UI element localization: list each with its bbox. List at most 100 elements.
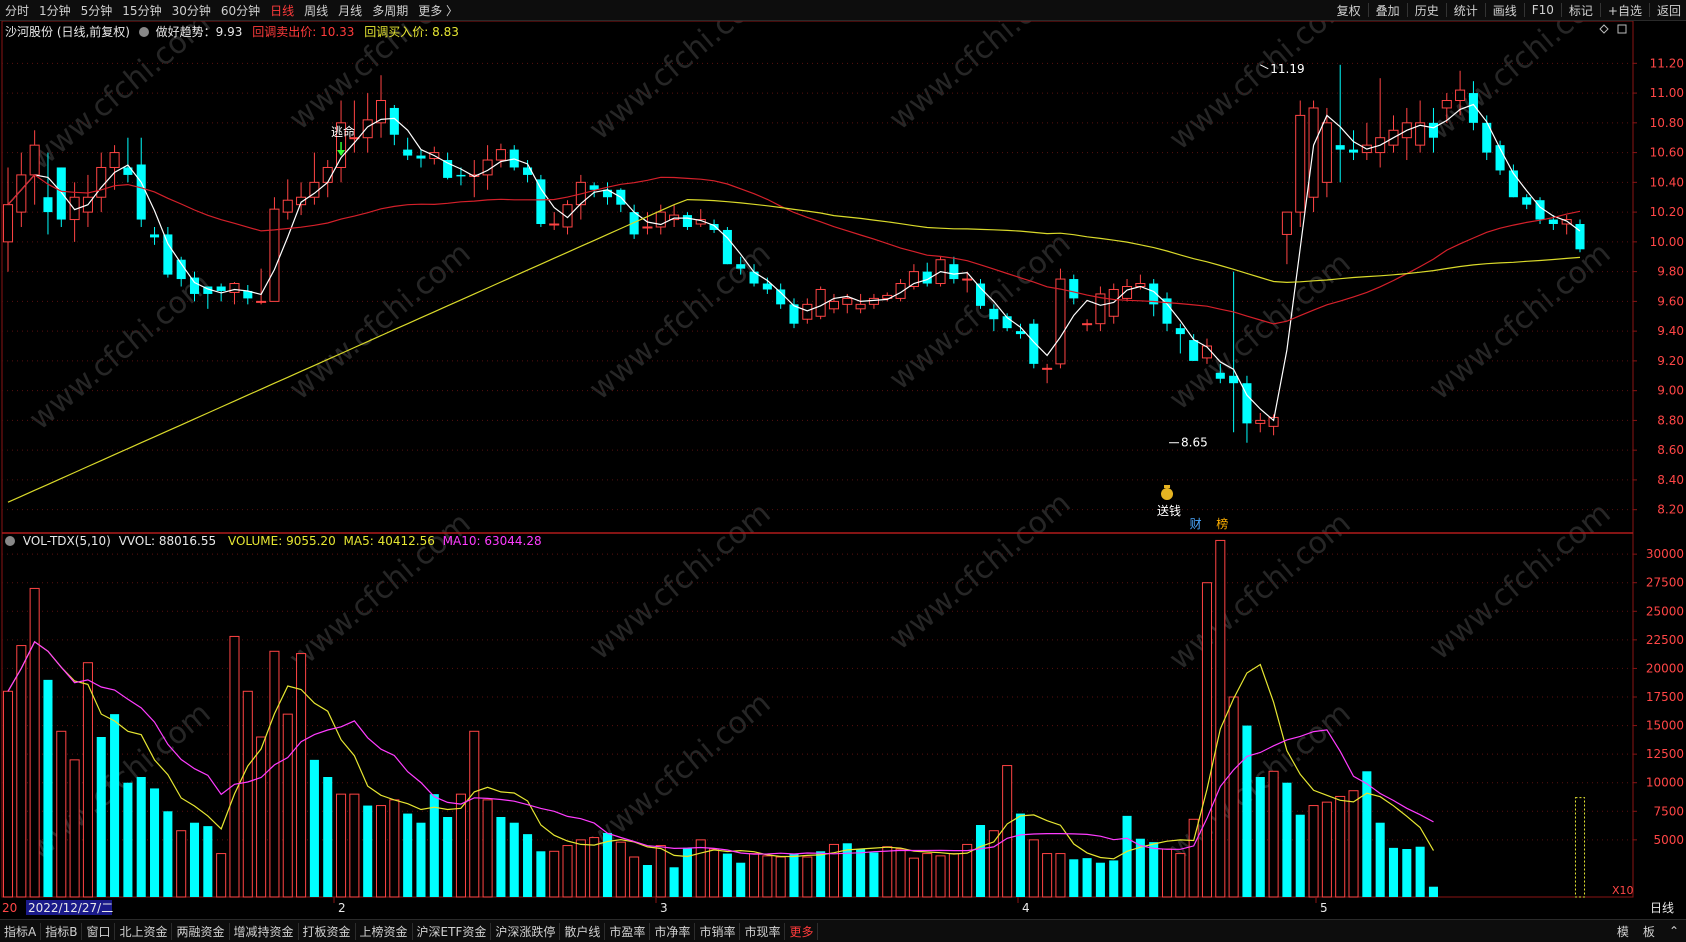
volume-bar	[496, 817, 506, 897]
indicator-tab[interactable]: 市净率	[650, 922, 696, 940]
volume-bar	[1109, 860, 1119, 897]
volume-bar	[682, 847, 692, 897]
period-tab[interactable]: 30分钟	[171, 3, 211, 18]
indicator-tab[interactable]: 市盈率	[605, 922, 651, 940]
period-tab[interactable]: 月线	[338, 3, 363, 18]
volume-tick-label: 22500	[1646, 633, 1684, 647]
tool-button[interactable]: 标记	[1568, 3, 1593, 18]
period-tab[interactable]: 60分钟	[220, 3, 261, 18]
tool-button[interactable]: 历史	[1414, 3, 1439, 18]
bottom-right-button[interactable]: 板	[1642, 924, 1655, 939]
candle-body	[776, 289, 786, 305]
volume-bar	[536, 851, 546, 897]
volume-bar	[43, 679, 53, 897]
candle-body	[629, 212, 639, 235]
indicator-tab[interactable]: 散户线	[560, 922, 606, 940]
price-tick-label: 9.40	[1657, 324, 1684, 338]
period-tab[interactable]: 周线	[304, 3, 329, 18]
period-tab[interactable]: 1分钟	[39, 3, 71, 18]
volume-bar	[908, 857, 919, 898]
watermark-mark: www.cfchi.com	[583, 21, 778, 147]
candle-body	[682, 215, 692, 227]
volume-bar	[29, 587, 40, 898]
candle-body	[389, 107, 399, 135]
indicator-tabs: 指标A 指标B 窗口 北上资金 两融资金 增减持资金 打板资金 上榜资金 沪深ETF资金 沪深涨跌…	[0, 922, 819, 940]
candle-body	[1015, 331, 1026, 335]
tool-button[interactable]: 返回	[1656, 3, 1681, 18]
candle-body	[828, 300, 839, 310]
indicator-tab[interactable]: 窗口	[82, 922, 116, 940]
volume-tick-label: 30000	[1646, 547, 1684, 561]
volume-bar	[1402, 849, 1412, 897]
price-tick-label: 8.20	[1657, 503, 1684, 517]
candle-body	[1042, 367, 1053, 370]
indicator-tab[interactable]: 两融资金	[172, 922, 230, 940]
dropdown-icon[interactable]	[138, 27, 149, 37]
tool-button[interactable]: F10	[1531, 3, 1554, 17]
watermark-mark: www.cfchi.com	[583, 686, 778, 857]
indicator-tab[interactable]: 打板资金	[299, 922, 356, 940]
volume-bar	[882, 846, 893, 898]
indicator-tab[interactable]: 更多	[785, 922, 819, 940]
price-tick-label: 10.80	[1650, 116, 1684, 130]
indicator-tab[interactable]: 沪深涨跌停	[491, 922, 561, 940]
candle-body	[29, 144, 40, 176]
candle-body	[176, 259, 186, 280]
indicator-tab[interactable]: 上榜资金	[356, 922, 413, 940]
period-tab[interactable]: 更多 〉	[418, 3, 459, 18]
indicator-tab[interactable]: 市现率	[740, 922, 786, 940]
indicator-tab[interactable]: 沪深ETF资金	[413, 922, 492, 940]
tool-button[interactable]: 画线	[1492, 3, 1517, 18]
trend-value: 做好趋势：9.93	[155, 25, 243, 39]
candle-body	[1548, 219, 1558, 225]
indicator-tab[interactable]: 指标B	[41, 922, 83, 940]
bottom-right-button[interactable]: ⌃	[1668, 924, 1679, 938]
volume-bar	[203, 826, 213, 897]
candle-body	[1082, 323, 1093, 326]
volume-bar	[336, 793, 347, 898]
dropdown-icon[interactable]	[5, 536, 15, 546]
candle-body	[1321, 122, 1332, 183]
bag-body	[1161, 488, 1174, 500]
candle-body	[416, 155, 426, 159]
volume-bar	[443, 817, 453, 897]
vol-indicator-name[interactable]: VOL-TDX(5,10)	[22, 534, 111, 548]
period-tab[interactable]: 日线	[270, 3, 295, 18]
period-tab[interactable]: 15分钟	[122, 3, 162, 18]
volume-bar	[416, 822, 426, 897]
stock-chart[interactable]: www.cfchi.com www.cfchi.com www.cfchi.com w…	[0, 21, 1686, 919]
indicator-tab[interactable]: 北上资金	[115, 922, 173, 940]
period-tab[interactable]: 5分钟	[80, 3, 113, 18]
volume-bar	[1149, 842, 1159, 897]
period-tab[interactable]: 多周期	[372, 3, 409, 18]
candle-body	[96, 166, 107, 198]
tool-button[interactable]: 复权	[1336, 3, 1361, 18]
volume-bar	[269, 650, 280, 898]
price-tick-label: 8.80	[1657, 413, 1684, 427]
tool-button[interactable]: 叠加	[1375, 3, 1400, 18]
volume-bar	[935, 855, 946, 898]
candle-body	[43, 197, 53, 213]
volume-bar	[816, 851, 826, 897]
tool-button[interactable]: 统计	[1453, 3, 1478, 18]
candle-body	[1229, 375, 1239, 384]
volume-bar	[549, 850, 560, 898]
indicator-tab[interactable]: 市销率	[695, 922, 741, 940]
candle-body	[1281, 211, 1292, 235]
indicator-tab[interactable]: 指标A	[0, 922, 42, 940]
candle-body	[1149, 283, 1159, 305]
volume-bar	[828, 843, 839, 898]
volume-bar	[629, 856, 640, 898]
ma-lines	[7, 103, 1581, 503]
candle-body	[1295, 114, 1306, 213]
candle-body	[1189, 340, 1199, 361]
volume-bar	[988, 830, 999, 898]
candle-body	[589, 185, 599, 190]
period-tab[interactable]: 分时	[5, 3, 30, 18]
tool-button[interactable]: +自选	[1607, 3, 1642, 18]
bottom-right-button[interactable]: 模	[1616, 924, 1629, 939]
candle-body	[815, 288, 826, 317]
stock-title[interactable]: 沙河股份 (日线,前复权)	[5, 25, 130, 39]
indicator-tab[interactable]: 增减持资金	[230, 922, 299, 940]
volume-bar	[1095, 862, 1105, 897]
